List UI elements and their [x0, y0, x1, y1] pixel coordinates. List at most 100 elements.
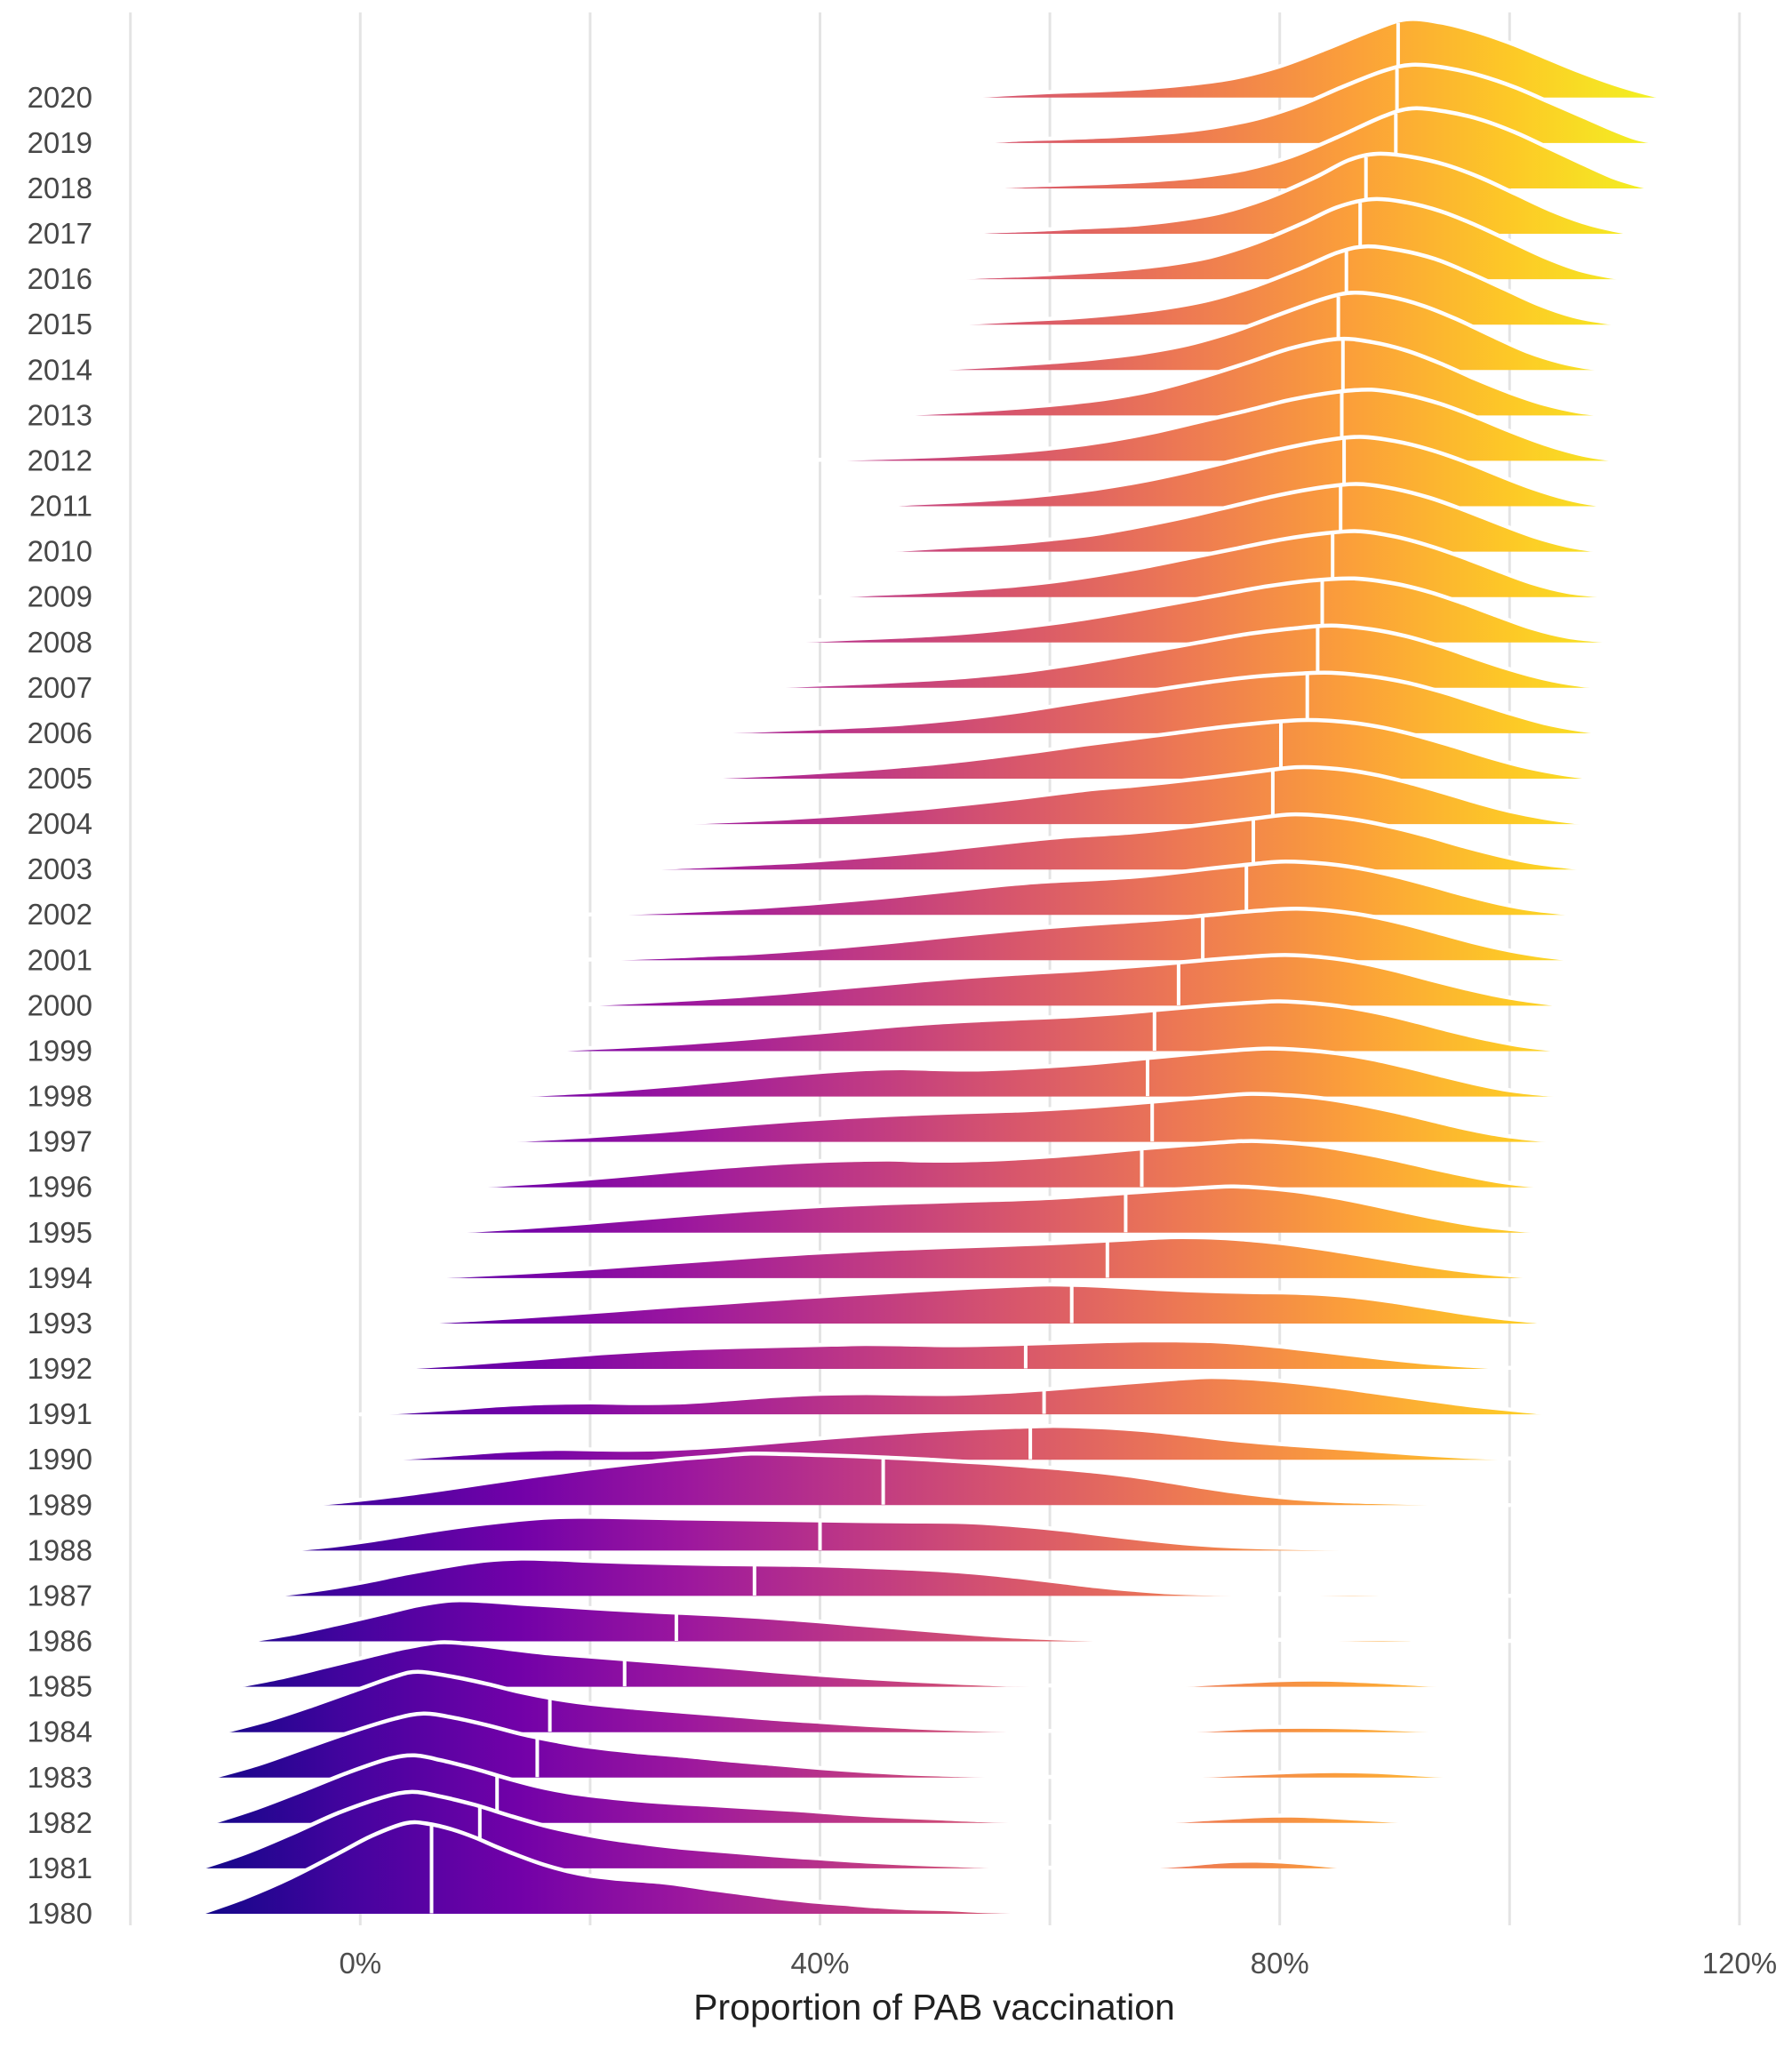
density-outline-1987 [266, 1556, 1518, 1598]
density-area-1986 [245, 1600, 1556, 1642]
ridge-1985 [231, 1640, 1477, 1689]
year-label-2013: 2013 [28, 398, 92, 431]
year-label-2012: 2012 [28, 444, 92, 476]
density-area-1998 [498, 1048, 1579, 1097]
density-area-2001 [567, 908, 1596, 961]
density-area-1989 [302, 1453, 1510, 1506]
density-area-2017 [946, 153, 1636, 234]
density-outline-1993 [380, 1282, 1564, 1326]
density-outline-2010 [863, 482, 1621, 554]
density-area-2002 [579, 861, 1590, 916]
year-label-1985: 1985 [28, 1670, 92, 1703]
density-outline-1983 [208, 1711, 1489, 1780]
density-outline-1986 [243, 1598, 1558, 1644]
ridges [197, 17, 1668, 1916]
year-label-2000: 2000 [28, 988, 92, 1021]
density-outline-2016 [932, 196, 1633, 282]
density-area-1987 [268, 1558, 1516, 1596]
year-label-2007: 2007 [28, 671, 92, 704]
year-label-2020: 2020 [28, 81, 92, 114]
year-label-1990: 1990 [28, 1443, 92, 1476]
year-label-1991: 1991 [28, 1397, 92, 1430]
density-area-1980 [199, 1822, 1033, 1914]
year-label-2005: 2005 [28, 762, 92, 795]
year-label-1998: 1998 [28, 1080, 92, 1113]
ridge-2001 [564, 907, 1598, 963]
ridge-1988 [277, 1515, 1500, 1553]
ridge-1994 [392, 1235, 1587, 1281]
year-label-1982: 1982 [28, 1806, 92, 1839]
density-outline-2000 [553, 953, 1587, 1008]
density-outline-2011 [863, 435, 1627, 508]
ridge-1983 [208, 1711, 1489, 1780]
year-label-2002: 2002 [28, 898, 92, 931]
density-outline-1985 [231, 1640, 1477, 1689]
ridge-2003 [611, 812, 1598, 872]
year-label-1986: 1986 [28, 1625, 92, 1658]
year-label-1995: 1995 [28, 1216, 92, 1249]
ridge-1998 [496, 1046, 1581, 1099]
year-labels: 2020 2019 2018 2017 2016 2015 2014 2013 2012 2011… [28, 81, 92, 1930]
density-area-2011 [866, 436, 1625, 507]
density-outline-2012 [783, 388, 1633, 463]
year-label-2015: 2015 [28, 308, 92, 340]
year-label-1993: 1993 [28, 1307, 92, 1340]
density-outline-1991 [358, 1374, 1575, 1417]
ridge-2020 [956, 17, 1668, 100]
density-area-1988 [279, 1516, 1499, 1551]
year-label-2006: 2006 [28, 716, 92, 749]
year-label-2016: 2016 [28, 262, 92, 295]
density-area-1996 [452, 1140, 1567, 1188]
year-label-2001: 2001 [28, 943, 92, 976]
ridge-1984 [220, 1669, 1477, 1734]
density-area-1984 [222, 1671, 1476, 1732]
ridge-1992 [369, 1338, 1552, 1372]
year-label-2009: 2009 [28, 580, 92, 613]
ridge-2000 [553, 953, 1587, 1008]
density-outline-1989 [300, 1451, 1512, 1508]
ridge-1996 [450, 1139, 1570, 1189]
ridge-1991 [358, 1374, 1575, 1417]
ridge-1993 [380, 1282, 1564, 1326]
x-tick-label-0pct: 0% [339, 1947, 381, 1980]
density-area-2005 [670, 720, 1608, 779]
x-tick-labels: 0% 40% 80% 120% [339, 1947, 1777, 1980]
density-area-1983 [211, 1713, 1487, 1778]
density-area-2009 [820, 531, 1631, 597]
density-outline-1990 [369, 1423, 1564, 1462]
density-area-2004 [647, 766, 1602, 825]
density-outline-2007 [737, 623, 1615, 691]
density-outline-2006 [657, 670, 1610, 736]
density-outline-2014 [909, 291, 1621, 372]
density-outline-1998 [496, 1046, 1581, 1099]
x-tick-label-80pct: 80% [1251, 1947, 1309, 1980]
density-outline-2017 [944, 151, 1638, 236]
density-area-1991 [360, 1377, 1573, 1415]
year-label-2014: 2014 [28, 353, 92, 386]
density-outline-1996 [450, 1139, 1570, 1189]
year-label-1989: 1989 [28, 1488, 92, 1521]
density-area-2020 [957, 19, 1665, 98]
density-area-2018 [969, 108, 1653, 188]
year-label-1980: 1980 [28, 1897, 92, 1930]
year-label-2010: 2010 [28, 535, 92, 568]
year-label-1997: 1997 [28, 1125, 92, 1158]
density-outline-2002 [576, 859, 1593, 917]
ridge-1980 [197, 1820, 1035, 1916]
density-area-1994 [395, 1236, 1585, 1278]
ridge-1997 [473, 1092, 1570, 1144]
year-label-2003: 2003 [28, 852, 92, 885]
density-area-1982 [211, 1755, 1429, 1823]
year-label-2017: 2017 [28, 217, 92, 250]
density-outline-1982 [208, 1753, 1432, 1826]
density-outline-2009 [818, 529, 1633, 599]
density-outline-2005 [668, 717, 1610, 781]
year-label-1988: 1988 [28, 1533, 92, 1566]
density-area-2008 [762, 578, 1636, 643]
density-area-2013 [877, 339, 1613, 416]
density-area-2003 [612, 814, 1596, 870]
density-outline-1981 [197, 1789, 1356, 1871]
density-outline-1999 [519, 999, 1587, 1053]
